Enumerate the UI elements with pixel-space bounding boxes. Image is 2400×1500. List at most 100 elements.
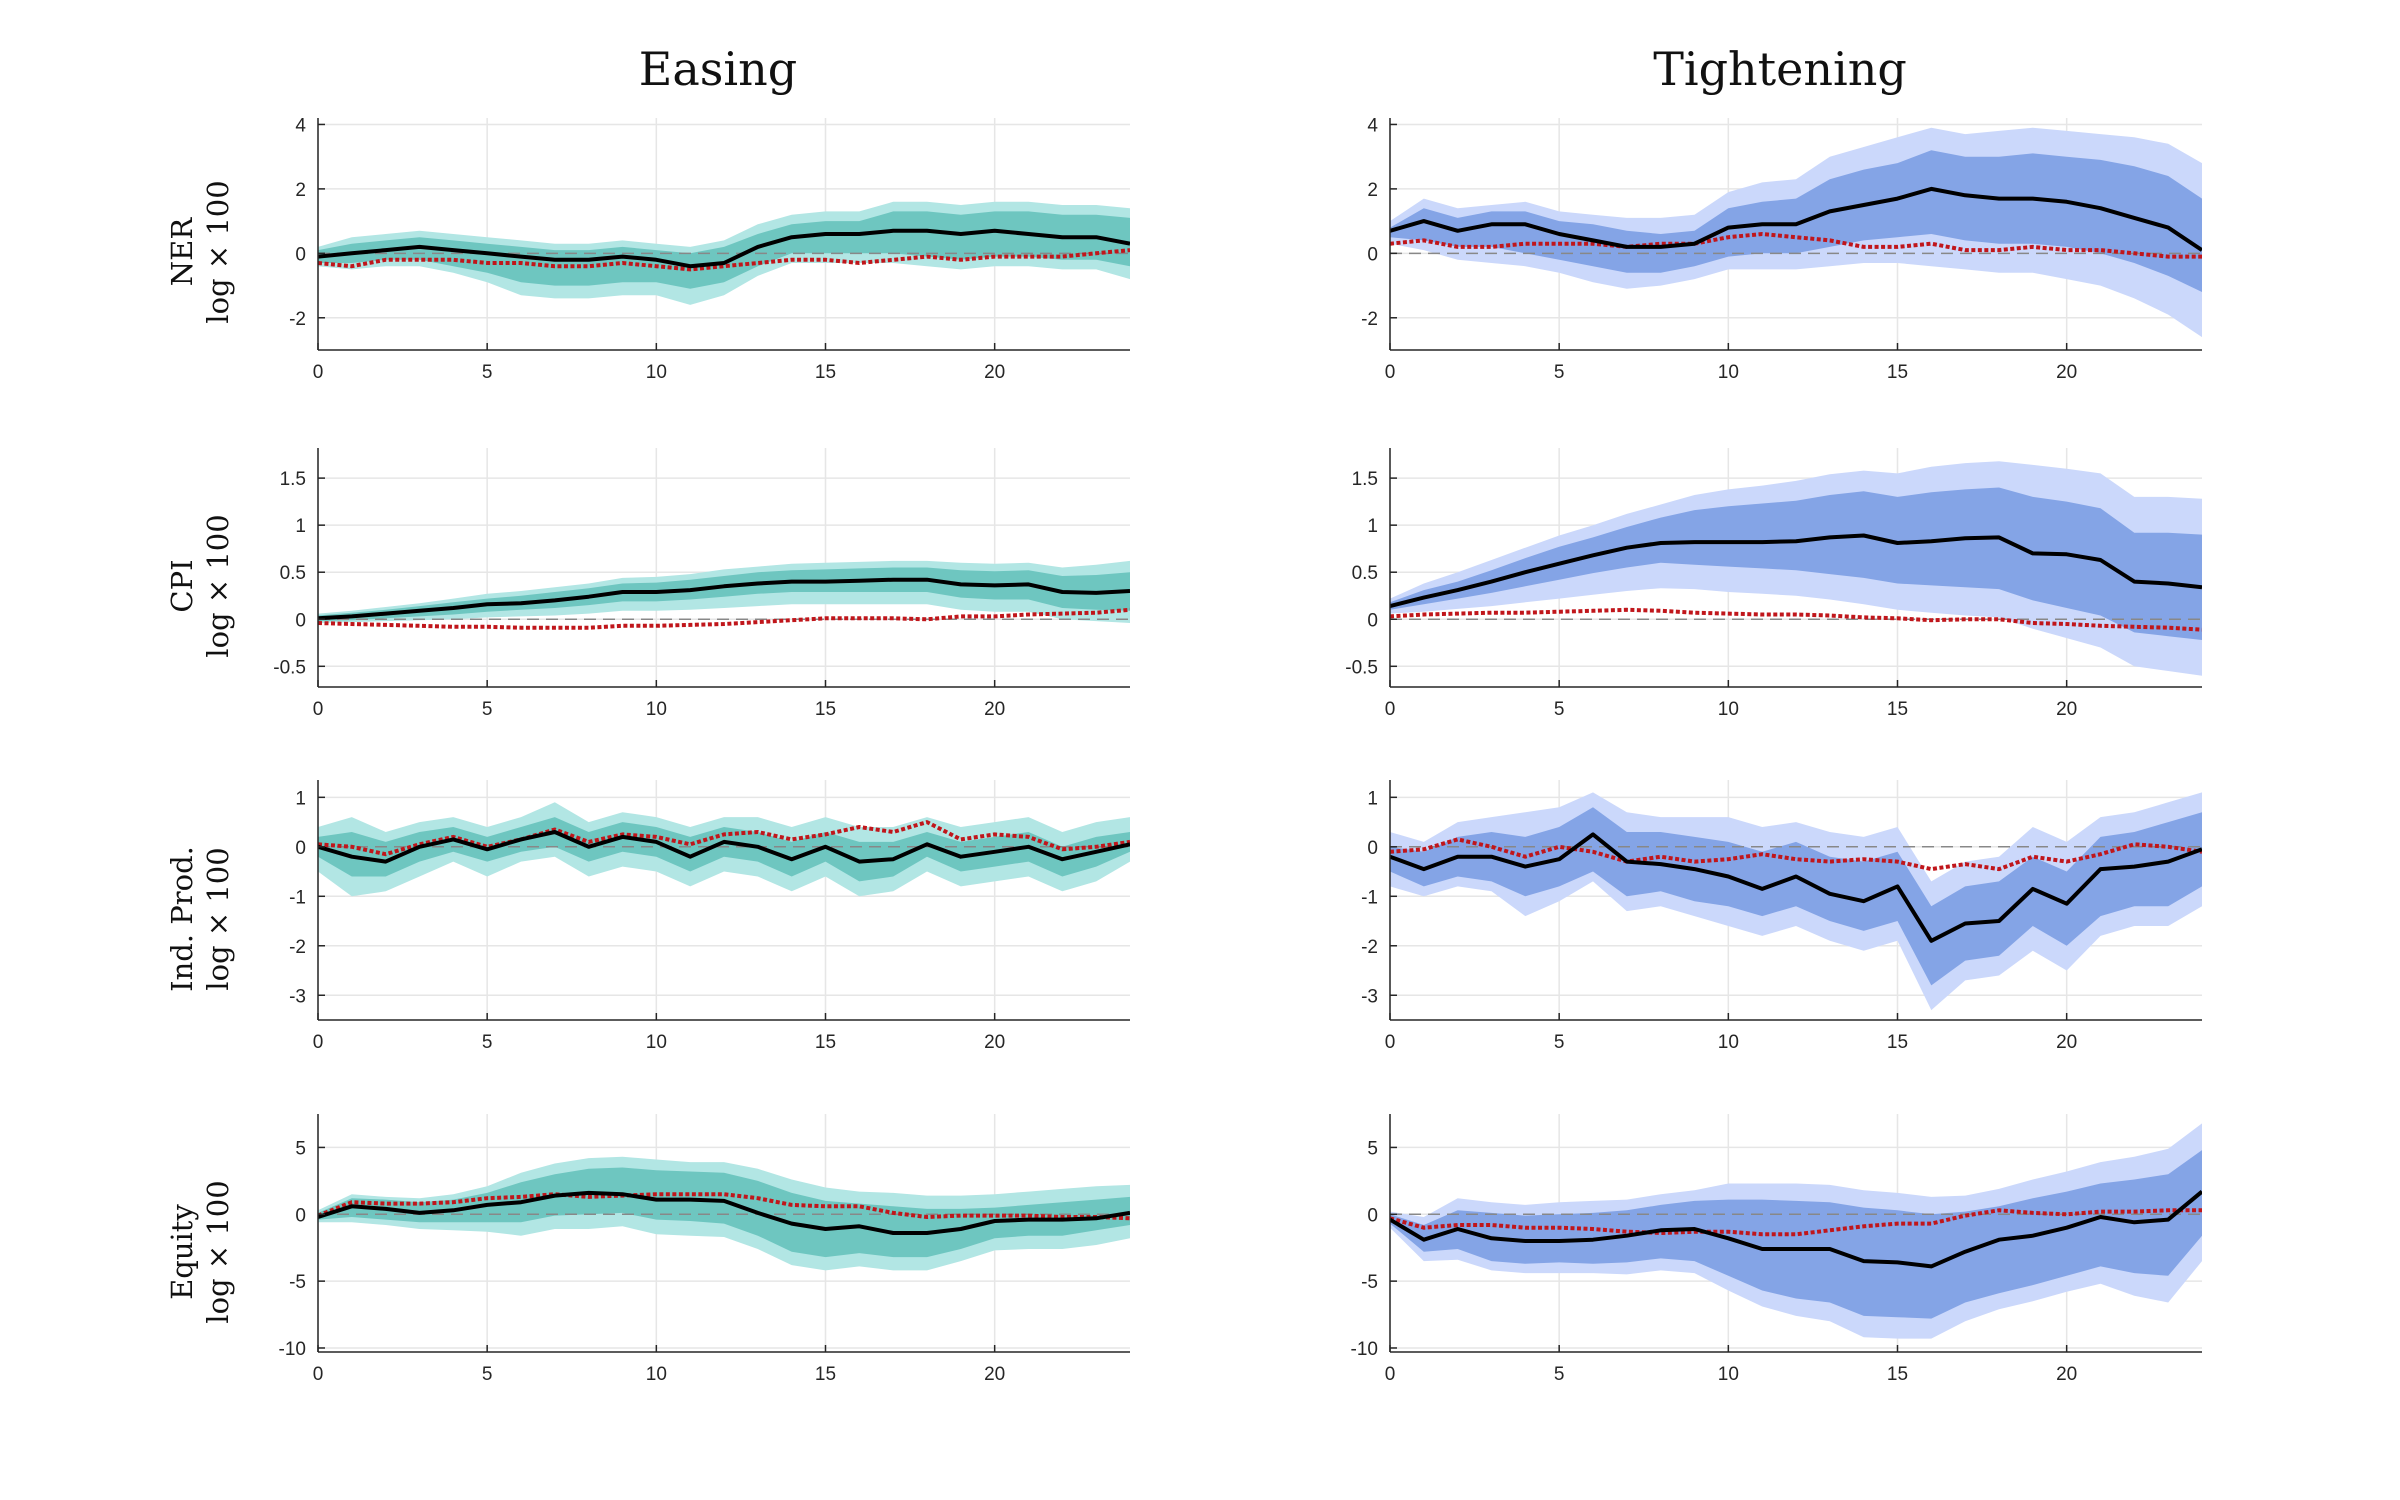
y-tick-label: 2 xyxy=(1367,180,1378,201)
y-tick-label: 5 xyxy=(1367,1138,1378,1159)
panel-plot-area xyxy=(1390,792,2202,1011)
x-tick-label: 20 xyxy=(984,1032,1005,1053)
x-tick-label: 0 xyxy=(1385,699,1396,720)
comparison-line xyxy=(1390,607,2202,632)
panel-plot-area xyxy=(318,560,1130,630)
y-tick-label: 1.5 xyxy=(280,469,306,490)
y-tick-label: 1 xyxy=(295,516,306,537)
panel-ind-prod-easing: 0 5 10 15 20 -3 -2 -1 0 1 xyxy=(289,780,1130,1053)
y-tick-label: 0 xyxy=(1367,244,1378,265)
x-tick-label: 15 xyxy=(1887,1032,1908,1053)
panel-plot-area xyxy=(1390,461,2202,676)
x-tick-label: 15 xyxy=(815,1364,836,1385)
panel-plot-area xyxy=(1390,1123,2202,1339)
x-tick-label: 0 xyxy=(313,1364,324,1385)
band-inner xyxy=(1390,1150,2202,1319)
y-tick-label: 0 xyxy=(1367,610,1378,631)
y-tick-label: -1 xyxy=(289,887,306,908)
x-tick-label: 10 xyxy=(646,1032,667,1053)
y-tick-label: -5 xyxy=(289,1272,306,1293)
y-tick-label: 4 xyxy=(1367,115,1378,136)
x-tick-label: 20 xyxy=(2056,1032,2077,1053)
panel-cpi-easing: 0 5 10 15 20 -0.5 0 0.5 1 1.5 xyxy=(273,448,1130,720)
y-tick-label: 1.5 xyxy=(1352,469,1378,490)
y-tick-label: 0 xyxy=(295,838,306,859)
x-tick-label: 5 xyxy=(482,1032,493,1053)
x-tick-label: 5 xyxy=(482,699,493,720)
x-tick-label: 0 xyxy=(313,699,324,720)
x-tick-label: 15 xyxy=(815,362,836,383)
x-tick-label: 5 xyxy=(1554,699,1565,720)
panel-ner-easing: 0 5 10 15 20 -2 0 2 4 xyxy=(289,115,1130,383)
median-line xyxy=(318,830,1130,864)
y-tick-label: -3 xyxy=(1361,986,1378,1007)
x-tick-label: 10 xyxy=(646,362,667,383)
y-tick-label: 0 xyxy=(1367,1205,1378,1226)
x-tick-label: 15 xyxy=(1887,362,1908,383)
y-tick-label: -1 xyxy=(1361,887,1378,908)
x-tick-label: 20 xyxy=(984,362,1005,383)
x-tick-label: 5 xyxy=(482,362,493,383)
band-inner xyxy=(1390,150,2202,292)
x-tick-label: 0 xyxy=(313,362,324,383)
median-line xyxy=(1390,1190,2202,1269)
y-tick-label: -10 xyxy=(279,1339,306,1360)
median-line xyxy=(1390,832,2202,943)
panel-equity-tightening: 0 5 10 15 20 -10 -5 0 5 xyxy=(1351,1114,2202,1385)
x-tick-label: 20 xyxy=(2056,362,2077,383)
y-tick-label: -2 xyxy=(289,937,306,958)
x-tick-label: 15 xyxy=(815,699,836,720)
x-tick-label: 20 xyxy=(984,1364,1005,1385)
x-tick-label: 5 xyxy=(1554,1364,1565,1385)
x-tick-label: 5 xyxy=(1554,1032,1565,1053)
comparison-line xyxy=(1390,1208,2202,1237)
x-tick-label: 5 xyxy=(1554,362,1565,383)
y-tick-label: -2 xyxy=(1361,309,1378,330)
comparison-line xyxy=(318,1192,1130,1221)
y-tick-label: 1 xyxy=(1367,788,1378,809)
comparison-line xyxy=(318,607,1130,630)
y-tick-label: 0 xyxy=(1367,838,1378,859)
y-tick-label: -0.5 xyxy=(273,657,306,678)
band-inner xyxy=(1390,487,2202,640)
x-tick-label: 0 xyxy=(313,1032,324,1053)
y-tick-label: 1 xyxy=(1367,516,1378,537)
median-line xyxy=(318,577,1130,621)
median-line xyxy=(318,1190,1130,1235)
x-tick-label: 10 xyxy=(1718,362,1739,383)
x-tick-label: 15 xyxy=(815,1032,836,1053)
column-title-easing: Easing xyxy=(638,42,798,96)
x-tick-label: 10 xyxy=(646,699,667,720)
comparison-line xyxy=(318,248,1130,272)
y-tick-label: 0 xyxy=(295,610,306,631)
comparison-line xyxy=(1390,837,2202,872)
y-tick-label: -2 xyxy=(1361,937,1378,958)
band-inner xyxy=(318,817,1130,882)
y-tick-label: -10 xyxy=(1351,1339,1378,1360)
x-tick-label: 0 xyxy=(1385,1364,1396,1385)
x-tick-label: 15 xyxy=(1887,1364,1908,1385)
x-tick-label: 20 xyxy=(2056,1364,2077,1385)
panel-ner-tightening: 0 5 10 15 20 -2 0 2 4 xyxy=(1361,115,2202,383)
panel-cpi-tightening: 0 5 10 15 20 -0.5 0 0.5 1 1.5 xyxy=(1345,448,2202,720)
x-tick-label: 20 xyxy=(984,699,1005,720)
x-tick-label: 10 xyxy=(1718,699,1739,720)
comparison-line xyxy=(318,820,1130,857)
median-line xyxy=(1390,533,2202,609)
panel-plot-area xyxy=(318,1156,1130,1271)
median-line xyxy=(1390,186,2202,252)
x-tick-label: 20 xyxy=(2056,699,2077,720)
x-tick-label: 0 xyxy=(1385,362,1396,383)
y-tick-label: 5 xyxy=(295,1138,306,1159)
y-tick-label: -5 xyxy=(1361,1272,1378,1293)
y-tick-label: -2 xyxy=(289,309,306,330)
panel-plot-area xyxy=(1390,127,2202,338)
y-tick-label: 1 xyxy=(295,788,306,809)
y-tick-label: 0 xyxy=(295,1205,306,1226)
y-tick-label: 0.5 xyxy=(280,563,306,584)
y-tick-label: 2 xyxy=(295,180,306,201)
x-tick-label: 5 xyxy=(482,1364,493,1385)
x-tick-label: 15 xyxy=(1887,699,1908,720)
